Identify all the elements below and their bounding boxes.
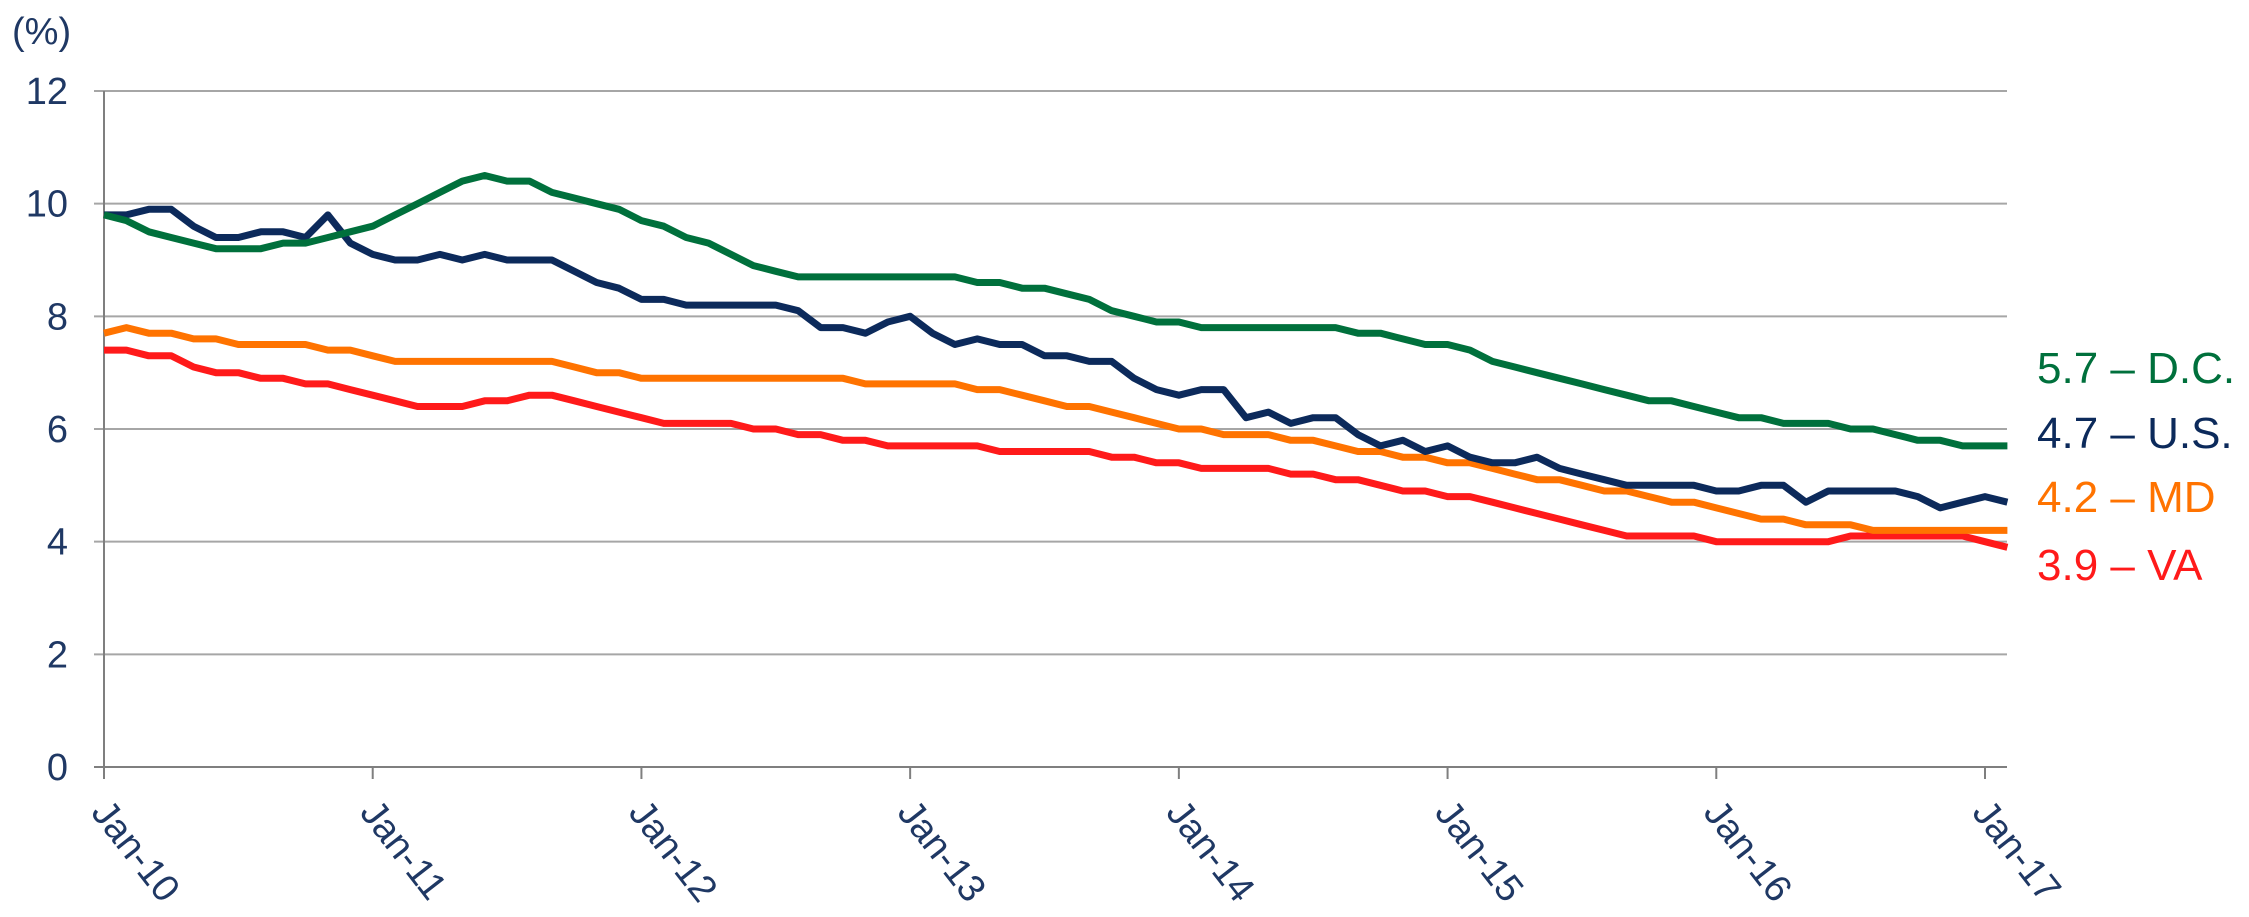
series-line — [104, 205, 2009, 512]
series-line — [104, 346, 2009, 551]
x-tick-label: Jan-10 — [83, 793, 188, 910]
end-label: 5.7 – D.C. — [2037, 344, 2235, 393]
x-tick-label: Jan-17 — [1964, 793, 2069, 910]
x-tick-label: Jan-16 — [1695, 793, 1800, 910]
end-label: 3.9 – VA — [2037, 541, 2203, 590]
x-tick-label: Jan-13 — [889, 793, 994, 910]
series-line — [103, 324, 2008, 534]
y-tick-label: 10 — [26, 184, 68, 226]
y-tick-label: 0 — [47, 747, 68, 789]
y-tick-label: 6 — [47, 409, 68, 451]
x-tick-label: Jan-11 — [352, 793, 455, 908]
end-label: 4.7 – U.S. — [2037, 409, 2233, 458]
y-unit: (%) — [12, 11, 71, 53]
y-tick-label: 2 — [47, 634, 68, 676]
series-line — [103, 172, 2008, 450]
end-label: 4.2 – MD — [2037, 473, 2216, 522]
y-tick-label: 4 — [47, 522, 68, 564]
x-tick-label: Jan-12 — [620, 793, 725, 910]
y-tick-label: 12 — [26, 71, 68, 113]
y-tick-label: 8 — [47, 296, 68, 338]
x-tick-label: Jan-15 — [1426, 793, 1531, 910]
x-tick-label: Jan-14 — [1158, 793, 1263, 910]
